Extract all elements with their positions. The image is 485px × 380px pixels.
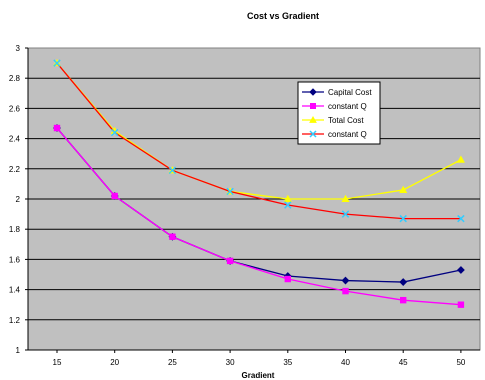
y-tick-label: 1 [16,346,21,355]
data-point [342,287,349,295]
series-line [56,127,461,306]
legend: Capital Cost constant Q Total Cost constant… [297,81,381,145]
legend-label: constant Q [328,102,367,111]
data-point [226,187,234,196]
y-tick-label: 3 [16,44,21,53]
y-tick-label: 1.6 [9,255,21,264]
y-tick-label: 1.8 [9,225,21,234]
chart-title: Cost vs Gradient [247,11,319,21]
data-point [399,185,408,193]
x-tick-label: 25 [168,358,177,367]
x-axis-label: Gradient [242,371,275,380]
data-point [456,266,465,274]
data-point [341,194,350,203]
data-point [53,124,61,132]
x-tick-label: 30 [226,358,235,367]
data-point [341,210,350,218]
data-point [53,59,61,67]
legend-item: Total Cost [302,115,364,125]
data-point [399,278,408,286]
x-tick-label: 50 [456,358,465,367]
data-point [456,155,465,163]
series-line [56,62,462,200]
data-point [111,192,118,200]
legend-label: Capital Cost [328,88,372,97]
data-point [341,276,350,285]
x-tick-label: 40 [341,358,350,367]
x-tick-label: 20 [110,358,119,367]
legend-item: Capital Cost [302,88,372,97]
data-point [399,214,407,223]
series-2 [53,124,465,308]
data-point [457,214,465,223]
data-point [284,201,292,209]
data-point [400,296,407,304]
y-tick-label: 2.6 [9,104,21,113]
legend-item: constant Q [302,130,367,139]
y-tick-label: 2 [16,195,21,204]
legend-label: Total Cost [328,116,364,125]
data-point [169,233,176,240]
y-tick-label: 1.4 [9,286,21,295]
y-tick-label: 2.8 [9,74,21,83]
x-axis-ticks: 15 20 25 30 35 40 45 50 [53,350,466,367]
data-point [284,275,292,283]
x-tick-label: 45 [399,358,408,367]
series-layer [52,58,465,308]
y-axis-ticks: 1 1.2 1.4 1.6 1.8 2 2.2 2.4 2.6 2.8 3 [9,44,28,355]
data-point [226,257,234,265]
legend-item: constant Q [302,102,367,111]
data-point [110,128,119,137]
legend-label: constant Q [328,130,367,139]
y-tick-label: 1.2 [9,316,21,325]
series-4 [53,59,465,223]
data-point [457,301,465,308]
y-tick-label: 2.2 [9,165,21,174]
series-line [56,62,461,220]
gridlines [28,77,480,321]
x-tick-label: 15 [53,358,62,367]
data-point [168,166,177,175]
data-point [283,194,292,203]
y-tick-label: 2.4 [9,135,21,144]
x-tick-label: 35 [283,358,292,367]
